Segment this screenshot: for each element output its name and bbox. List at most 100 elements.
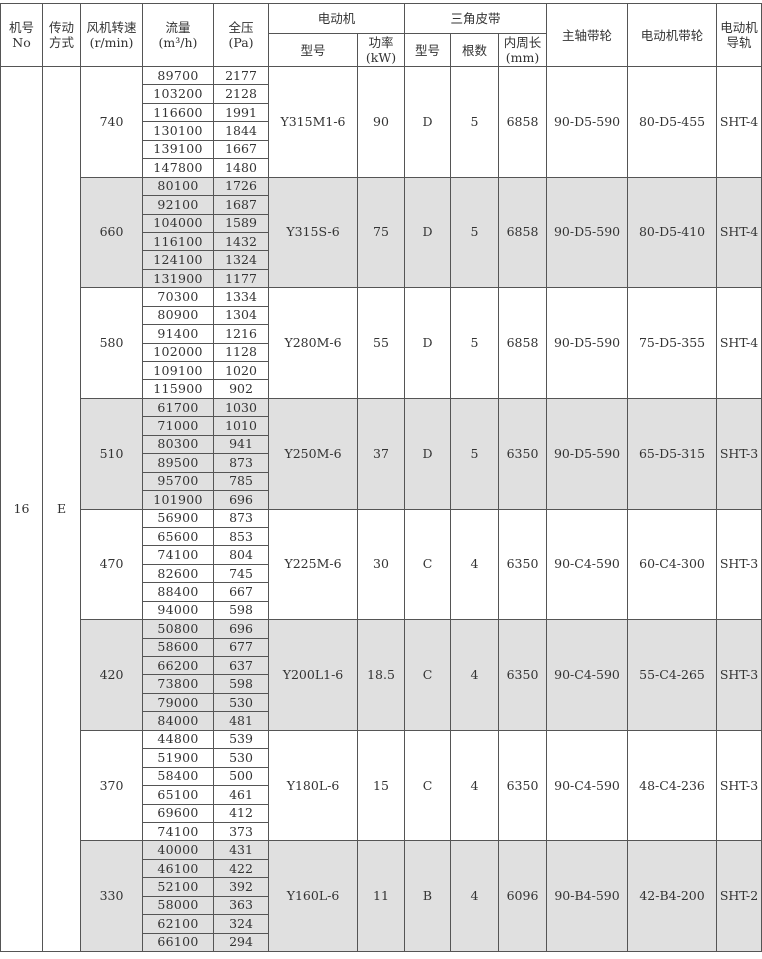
pressure-value: 412 bbox=[213, 803, 269, 823]
belt-count: 5 bbox=[450, 287, 500, 399]
motor-power: 11 bbox=[356, 840, 406, 952]
fan-speed: 510 bbox=[80, 397, 143, 510]
fan-speed: 580 bbox=[80, 287, 143, 399]
table-row: 91400 1216 bbox=[1, 324, 762, 344]
pressure-value: 1177 bbox=[213, 268, 269, 289]
flow-value: 101900 bbox=[142, 490, 214, 510]
flow-value: 66100 bbox=[142, 932, 214, 953]
motor-rail: SHT-3 bbox=[716, 619, 762, 731]
pressure-value: 530 bbox=[213, 692, 269, 713]
motor-pulley: 80-D5-410 bbox=[627, 176, 718, 289]
table-row: 370 44800 539 Y180L-6 15 C 4 6350 90-C4-590 48-C4… bbox=[1, 729, 762, 842]
motor-power: 55 bbox=[356, 287, 406, 399]
pressure-value: 853 bbox=[213, 526, 269, 547]
table-row: 89500 873 bbox=[1, 453, 762, 473]
pressure-value: 1334 bbox=[213, 287, 269, 307]
header-v-belt: 三角皮带 bbox=[404, 3, 548, 34]
header-machine-no: 机号 No bbox=[0, 3, 43, 67]
main-pulley: 90-C4-590 bbox=[546, 508, 629, 621]
motor-pulley: 65-D5-315 bbox=[627, 397, 718, 510]
pressure-value: 1216 bbox=[213, 324, 269, 344]
flow-value: 103200 bbox=[142, 84, 214, 104]
table-row: 101900 696 bbox=[1, 490, 762, 510]
flow-value: 46100 bbox=[142, 858, 214, 879]
flow-value: 80100 bbox=[142, 176, 214, 197]
header-flow: 流量 (m³/h) bbox=[142, 3, 214, 67]
flow-value: 89500 bbox=[142, 453, 214, 473]
motor-pulley: 55-C4-265 bbox=[627, 619, 718, 731]
pressure-value: 2177 bbox=[213, 65, 269, 86]
table-row: 103200 2128 bbox=[1, 84, 762, 104]
motor-model: Y160L-6 bbox=[268, 840, 358, 952]
motor-pulley: 60-C4-300 bbox=[627, 508, 718, 621]
flow-value: 147800 bbox=[142, 158, 214, 178]
pressure-value: 392 bbox=[213, 877, 269, 897]
pressure-value: 1589 bbox=[213, 213, 269, 233]
header-belt-length: 内周长 (mm) bbox=[498, 33, 548, 67]
belt-count: 4 bbox=[450, 619, 500, 731]
table-row: 66100 294 bbox=[1, 932, 762, 953]
motor-rail: SHT-4 bbox=[716, 66, 762, 178]
pressure-value: 530 bbox=[213, 748, 269, 768]
pressure-value: 324 bbox=[213, 914, 269, 934]
belt-model: B bbox=[404, 840, 452, 952]
table-body: 16 E 740 89700 2177 Y315M1-6 90 D 5 6858 90-D5-590… bbox=[0, 65, 762, 953]
motor-rail: SHT-3 bbox=[716, 729, 762, 842]
belt-length: 6858 bbox=[498, 287, 548, 399]
flow-value: 131900 bbox=[142, 268, 214, 289]
table-row: 95700 785 bbox=[1, 471, 762, 492]
main-pulley: 90-B4-590 bbox=[546, 840, 629, 952]
main-pulley: 90-C4-590 bbox=[546, 619, 629, 731]
motor-pulley: 80-D5-455 bbox=[627, 66, 718, 178]
pressure-value: 481 bbox=[213, 711, 269, 731]
pressure-value: 745 bbox=[213, 563, 269, 584]
flow-value: 88400 bbox=[142, 582, 214, 602]
flow-value: 130100 bbox=[142, 121, 214, 141]
flow-value: 104000 bbox=[142, 213, 214, 233]
table-row: 62100 324 bbox=[1, 914, 762, 934]
motor-model: Y315S-6 bbox=[268, 176, 358, 289]
pressure-value: 1010 bbox=[213, 416, 269, 436]
header-motor-pulley: 电动机带轮 bbox=[627, 3, 718, 67]
fan-speed: 370 bbox=[80, 729, 143, 842]
belt-length: 6096 bbox=[498, 840, 548, 952]
table-row: 104000 1589 bbox=[1, 213, 762, 233]
table-row: 88400 667 bbox=[1, 582, 762, 602]
pressure-value: 1991 bbox=[213, 102, 269, 123]
belt-model: C bbox=[404, 729, 452, 842]
table-row: 116100 1432 bbox=[1, 231, 762, 252]
flow-value: 52100 bbox=[142, 877, 214, 897]
flow-value: 66200 bbox=[142, 655, 214, 676]
pressure-value: 1128 bbox=[213, 342, 269, 363]
pressure-value: 902 bbox=[213, 379, 269, 399]
table-row: 51900 530 bbox=[1, 748, 762, 768]
flow-value: 73800 bbox=[142, 674, 214, 694]
pressure-value: 873 bbox=[213, 453, 269, 473]
pressure-value: 696 bbox=[213, 490, 269, 510]
motor-power: 15 bbox=[356, 729, 406, 842]
motor-power: 75 bbox=[356, 176, 406, 289]
header-motor-model: 型号 bbox=[268, 33, 358, 67]
pressure-value: 941 bbox=[213, 434, 269, 455]
flow-value: 65600 bbox=[142, 526, 214, 547]
belt-model: C bbox=[404, 619, 452, 731]
belt-length: 6858 bbox=[498, 176, 548, 289]
table-row: 470 56900 873 Y225M-6 30 C 4 6350 90-C4-590 60-C4… bbox=[1, 508, 762, 621]
table-row: 84000 481 bbox=[1, 711, 762, 731]
table-row: 109100 1020 bbox=[1, 360, 762, 381]
belt-length: 6350 bbox=[498, 619, 548, 731]
flow-value: 84000 bbox=[142, 711, 214, 731]
table-row: 102000 1128 bbox=[1, 342, 762, 363]
motor-power: 30 bbox=[356, 508, 406, 621]
motor-power: 18.5 bbox=[356, 619, 406, 731]
motor-rail: SHT-2 bbox=[716, 840, 762, 952]
table-row: 330 40000 431 Y160L-6 11 B 4 6096 90-B4-590 42-B4… bbox=[1, 840, 762, 952]
table-row: 73800 598 bbox=[1, 674, 762, 694]
flow-value: 79000 bbox=[142, 692, 214, 713]
flow-value: 124100 bbox=[142, 250, 214, 270]
pressure-value: 461 bbox=[213, 785, 269, 805]
main-pulley: 90-D5-590 bbox=[546, 287, 629, 399]
pressure-value: 422 bbox=[213, 858, 269, 879]
fan-spec-table: 机号 No 传动 方式 风机转速 (r/min) 流量 (m³/h) 全压 (Pa) 电动… bbox=[0, 3, 762, 953]
motor-rail: SHT-3 bbox=[716, 397, 762, 510]
